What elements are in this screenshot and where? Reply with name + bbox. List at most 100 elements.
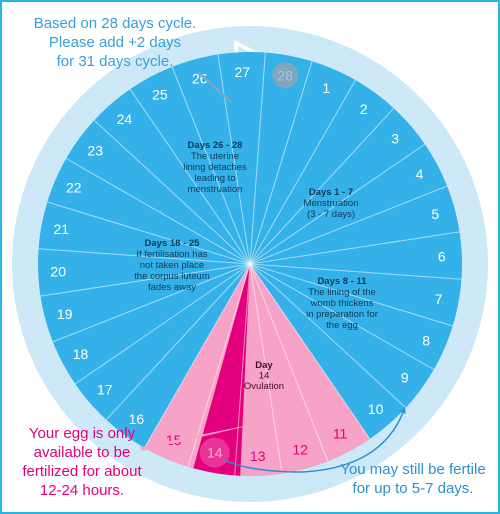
fertile-window-note: You may still be fertile for up to 5-7 d… [332, 460, 494, 498]
day-number: 11 [333, 426, 348, 442]
egg-note-line: fertilized for about [22, 463, 142, 480]
phase-text-line: Days 8 - 11 [317, 276, 367, 287]
day-number: 19 [57, 306, 73, 322]
phase-text-line: Days 1 - 7 [309, 187, 353, 198]
phase-text-line: in preparation for [306, 309, 378, 320]
phase-text-line: Ovulation [244, 381, 284, 392]
sector-divider [47, 201, 251, 265]
day-number: 16 [129, 411, 145, 427]
sector-divider [93, 119, 251, 265]
cycle-note-line: Based on 28 days cycle. [33, 15, 197, 32]
sector-divider [217, 54, 251, 265]
ovulation-sector [193, 264, 250, 476]
day-number: 10 [368, 401, 384, 417]
day-number: 12 [292, 441, 308, 457]
phase-text-line: Days 26 - 28 [188, 140, 243, 151]
phase-text-line: the egg [326, 320, 358, 331]
day-number: 6 [438, 248, 446, 264]
day-number: 1 [322, 80, 330, 96]
sector-divider [187, 263, 251, 467]
phase-text-line: fades away [148, 282, 196, 293]
sector-divider [249, 61, 313, 265]
sector-divider [249, 263, 407, 409]
phase-text-line: 14 [259, 371, 270, 382]
phase-text-line: Day [255, 360, 273, 371]
day-number: 9 [401, 370, 409, 386]
day-number: 4 [416, 166, 424, 182]
phase-text-line: womb thickens [310, 298, 374, 309]
egg-availability-note: Your egg is only available to be fertili… [12, 424, 152, 500]
phase-text-line: (3 - 7 days) [307, 209, 355, 220]
cycle-note-pointer [198, 72, 232, 103]
annotations [140, 72, 406, 473]
sector-divider [249, 231, 460, 265]
sector-divider [249, 263, 453, 327]
sector-divider [171, 66, 251, 265]
sector-divider [249, 263, 435, 370]
day-number: 7 [435, 291, 443, 307]
egg-note-line: available to be [33, 444, 131, 461]
day-number: 25 [152, 87, 168, 103]
sector-divider [249, 107, 395, 265]
day-28-marker [272, 62, 299, 89]
day-number: 5 [431, 206, 439, 222]
phase-text-line: If fertilisation has [136, 249, 208, 260]
phase-text-line: not taken place [140, 260, 204, 271]
cycle-note-line: Please add +2 days [48, 34, 182, 51]
egg-note-line: Your egg is only [28, 425, 136, 442]
sector-divider [249, 52, 266, 265]
day-number: 17 [97, 382, 113, 398]
day-number: 23 [87, 142, 103, 158]
sector-divider [249, 143, 426, 265]
cycle-note-line: for 31 days cycle. [56, 53, 174, 70]
sector-divider [105, 263, 251, 421]
sector-divider [144, 263, 251, 449]
fertile-note-line: You may still be fertile [340, 461, 486, 478]
phase-text-line: menstruation [188, 184, 243, 195]
day-labels: 1234567891011121314151617181920212223242… [50, 62, 446, 468]
sector-divider [65, 158, 251, 265]
sector-divider [249, 185, 448, 265]
phase-text-line: Menstruation [304, 198, 359, 209]
sector-divider [234, 263, 251, 476]
day-number: 14 [207, 445, 223, 461]
sector-divider [52, 263, 251, 343]
sector-divider [249, 263, 283, 474]
day-number: 2 [360, 101, 368, 117]
day-number: 26 [192, 71, 208, 87]
sector-divider [129, 88, 251, 265]
day-number: 28 [277, 67, 293, 83]
cycle-length-note: Based on 28 days cycle. Please add +2 da… [20, 14, 210, 71]
sector-divider [249, 263, 329, 462]
day-number: 21 [54, 221, 70, 237]
day-number: 13 [250, 448, 266, 464]
egg-note-pointer [140, 422, 264, 451]
fertile-window-arc [223, 407, 406, 473]
sector-divider [249, 79, 356, 265]
phase-text-line: the corpus luteum [134, 271, 210, 282]
egg-note-line: 12-24 hours. [39, 482, 125, 499]
fertile-note-line: for up to 5-7 days. [352, 480, 474, 497]
day-number: 20 [50, 264, 66, 280]
phase-text-line: The uterine [191, 151, 239, 162]
phase-text-line: leading to [194, 173, 235, 184]
day-number: 22 [66, 180, 82, 196]
sector-divider [74, 263, 251, 385]
sector-divider [40, 263, 251, 297]
phase-text-line: Days 18 - 25 [145, 238, 201, 249]
day-number: 24 [117, 111, 133, 127]
day-number: 8 [422, 332, 430, 348]
phase-text-line: lining detaches [183, 162, 247, 173]
ovulation-day-highlight [199, 437, 230, 468]
sector-divider [249, 263, 371, 440]
sector-divider [249, 263, 462, 280]
day-number: 18 [73, 346, 89, 362]
